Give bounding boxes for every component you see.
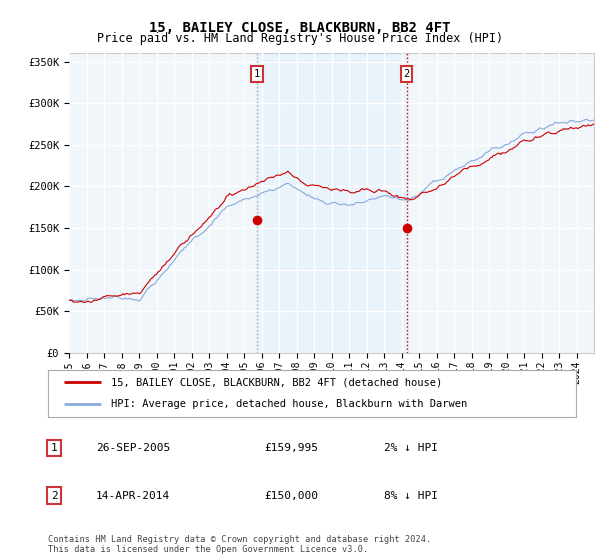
Text: 1: 1 — [254, 69, 260, 79]
Text: Contains HM Land Registry data © Crown copyright and database right 2024.
This d: Contains HM Land Registry data © Crown c… — [48, 535, 431, 554]
Text: 26-SEP-2005: 26-SEP-2005 — [96, 443, 170, 453]
Text: HPI: Average price, detached house, Blackburn with Darwen: HPI: Average price, detached house, Blac… — [112, 399, 467, 409]
Text: Price paid vs. HM Land Registry's House Price Index (HPI): Price paid vs. HM Land Registry's House … — [97, 32, 503, 45]
Text: 15, BAILEY CLOSE, BLACKBURN, BB2 4FT: 15, BAILEY CLOSE, BLACKBURN, BB2 4FT — [149, 21, 451, 35]
Text: 1: 1 — [50, 443, 58, 453]
Bar — [257, 53, 407, 353]
Text: 14-APR-2014: 14-APR-2014 — [96, 491, 170, 501]
Text: 8% ↓ HPI: 8% ↓ HPI — [384, 491, 438, 501]
Text: 2% ↓ HPI: 2% ↓ HPI — [384, 443, 438, 453]
Text: 15, BAILEY CLOSE, BLACKBURN, BB2 4FT (detached house): 15, BAILEY CLOSE, BLACKBURN, BB2 4FT (de… — [112, 377, 443, 388]
Text: 2: 2 — [50, 491, 58, 501]
Text: £150,000: £150,000 — [264, 491, 318, 501]
Text: 2: 2 — [403, 69, 410, 79]
Text: £159,995: £159,995 — [264, 443, 318, 453]
